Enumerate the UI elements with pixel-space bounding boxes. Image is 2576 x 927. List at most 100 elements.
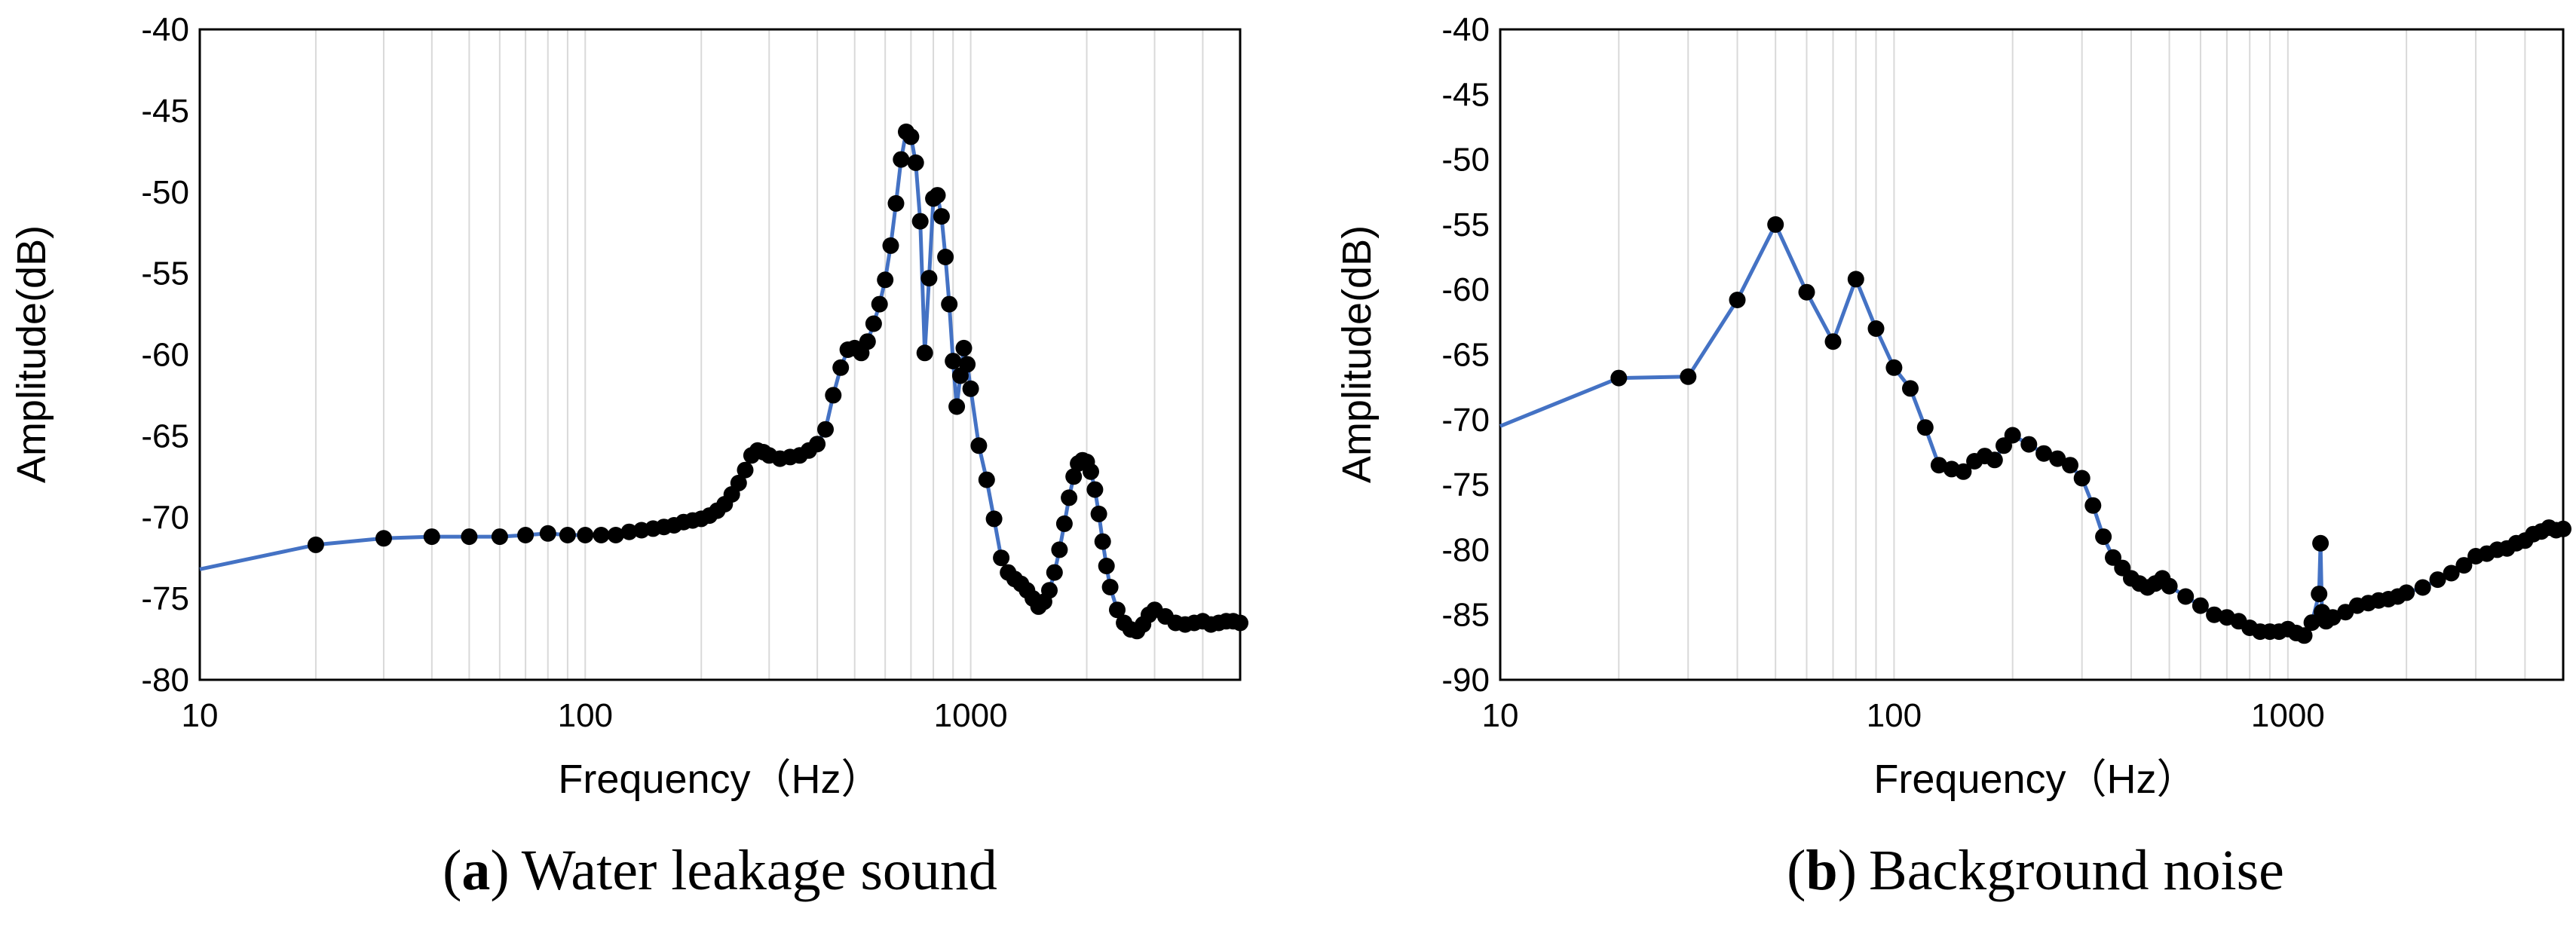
panel-a-data-point (1086, 481, 1104, 498)
panel-a-data-point (970, 437, 988, 454)
panel-a-data-point (375, 530, 392, 547)
panel-a-data-point (865, 315, 882, 332)
panel-b-y-tick-label: -50 (1441, 142, 1490, 179)
panel-a-data-point (730, 474, 747, 491)
panel-a-chart: -40 -45 -50 -55 -60 -65 -70 -75 -80 10 100 1000 Fr… (9, 11, 1248, 902)
panel-a-data-point (882, 237, 899, 254)
panel-b-data-point (2192, 597, 2209, 614)
panel-a-y-tick-label: -75 (141, 580, 189, 617)
panel-b-data-point (1824, 333, 1842, 350)
panel-b-series-path (1499, 222, 2564, 638)
panel-a-y-tick-labels: -40 -45 -50 -55 -60 -65 -70 -75 -80 (141, 11, 189, 699)
panel-a-y-tick-label: -40 (141, 11, 189, 48)
panel-b-data-point (2049, 450, 2066, 467)
panel-a-data-point (539, 525, 556, 542)
panel-a-data-point (920, 270, 938, 287)
panel-b-data-point (1902, 380, 1919, 397)
panel-a-data-point (955, 339, 973, 356)
panel-b-data-point (2555, 520, 2571, 537)
panel-a-data-point (825, 387, 842, 404)
panel-a-y-tick-label: -55 (141, 255, 189, 292)
panel-a-data-point (1046, 564, 1063, 581)
panel-b-data-point (2062, 457, 2078, 474)
panel-b-caption-close: ) (1838, 839, 1857, 902)
panel-a-plot-area (198, 28, 1242, 681)
panel-a-y-axis-title: Amplitude(dB) (9, 225, 54, 483)
panel-b-y-tick-label: -55 (1441, 207, 1490, 243)
panel-a-data-point (559, 527, 576, 543)
panel-b-data-point (1610, 369, 1628, 387)
panel-b-y-tick-label: -45 (1441, 76, 1490, 113)
panel-a-caption-close: ) (490, 839, 509, 902)
panel-a-data-point (911, 213, 929, 230)
panel-a-data-point (737, 461, 754, 479)
panel-b-data-point (2161, 577, 2178, 595)
panel-a-data-point (517, 527, 534, 543)
panel-a-data-point (423, 528, 440, 546)
panel-b-caption: (b) Background noise (1787, 839, 2284, 902)
panel-b-data-point (2095, 528, 2112, 546)
panel-b-y-tick-label: -70 (1441, 402, 1490, 439)
panel-a-x-tick-label: 100 (558, 697, 613, 734)
panel-b-data-point (2311, 586, 2328, 603)
panel-b-data-point (2324, 609, 2342, 626)
panel-a-data-point (985, 510, 1003, 528)
panel-b-data-point (1930, 457, 1947, 474)
panel-b-x-axis-title: Frequency（Hz） (1873, 757, 2197, 802)
panel-b-data-point (2035, 445, 2053, 462)
panel-a-data-point (577, 527, 594, 543)
panel-b-data-point (2084, 497, 2102, 514)
panel-a-data-point (593, 527, 610, 543)
panel-b-x-tick-labels: 10 100 1000 (1482, 697, 2325, 734)
panel-b-caption-open: ( (1787, 839, 1806, 902)
panel-a-series-path (199, 130, 1241, 633)
panel-a-data-point (620, 523, 638, 540)
panel-b-caption-letter: b (1806, 839, 1837, 902)
panel-b-data-point (1867, 320, 1885, 337)
panel-a-data-point (978, 471, 995, 488)
panel-b-data-point (2443, 564, 2460, 582)
panel-a-x-tick-label: 1000 (934, 697, 1008, 734)
panel-b-series-markers (1610, 216, 2571, 644)
panel-a-data-point (993, 549, 1010, 567)
panel-b-x-tick-label: 10 (1482, 697, 1519, 734)
panel-a-y-tick-label: -60 (141, 337, 189, 374)
panel-a-data-point (893, 151, 910, 168)
panel-a-data-point (877, 271, 894, 289)
panel-a-data-point (1094, 533, 1111, 550)
panel-a-data-point (1065, 468, 1083, 485)
panel-a-data-point (1098, 558, 1115, 574)
panel-a-y-tick-label: -70 (141, 499, 189, 536)
panel-b-data-point (1729, 292, 1746, 308)
panel-b-data-point (2296, 627, 2313, 644)
panel-b-plot-area (1499, 28, 2565, 681)
panel-b-caption-text: Background noise (1869, 839, 2284, 902)
panel-b-y-axis-title: Amplitude(dB) (1334, 225, 1380, 483)
panel-a-series-line (199, 130, 1241, 633)
panel-a-y-tick-label: -65 (141, 418, 189, 454)
panel-b-series-line (1499, 222, 2564, 638)
panel-b-data-point (1767, 216, 1784, 233)
panel-a-data-point (959, 356, 976, 373)
panel-a-data-point (461, 528, 478, 546)
panel-b-data-point (2206, 606, 2223, 623)
panel-a-x-tick-label: 10 (182, 697, 219, 734)
panel-a-y-tick-label: -45 (141, 93, 189, 130)
panel-b-y-tick-label: -40 (1441, 11, 1490, 48)
panel-a-data-point (941, 295, 958, 313)
panel-b-data-point (2312, 534, 2329, 552)
panel-b-data-point (1955, 463, 1972, 480)
panel-b-y-tick-label: -65 (1441, 337, 1490, 374)
panel-b-data-point (1916, 419, 1934, 436)
panel-a-data-point (491, 528, 508, 546)
panel-a-data-point (948, 398, 966, 415)
panel-b-y-tick-label: -90 (1441, 662, 1490, 699)
panel-a-data-point (1061, 489, 1078, 506)
panel-b-y-tick-label: -85 (1441, 597, 1490, 634)
panel-b-data-point (1798, 283, 1815, 301)
panel-b-data-point (2073, 470, 2091, 487)
panel-a-data-point (832, 359, 850, 376)
panel-a-data-point (1109, 601, 1126, 619)
panel-b-data-point (1885, 359, 1903, 376)
